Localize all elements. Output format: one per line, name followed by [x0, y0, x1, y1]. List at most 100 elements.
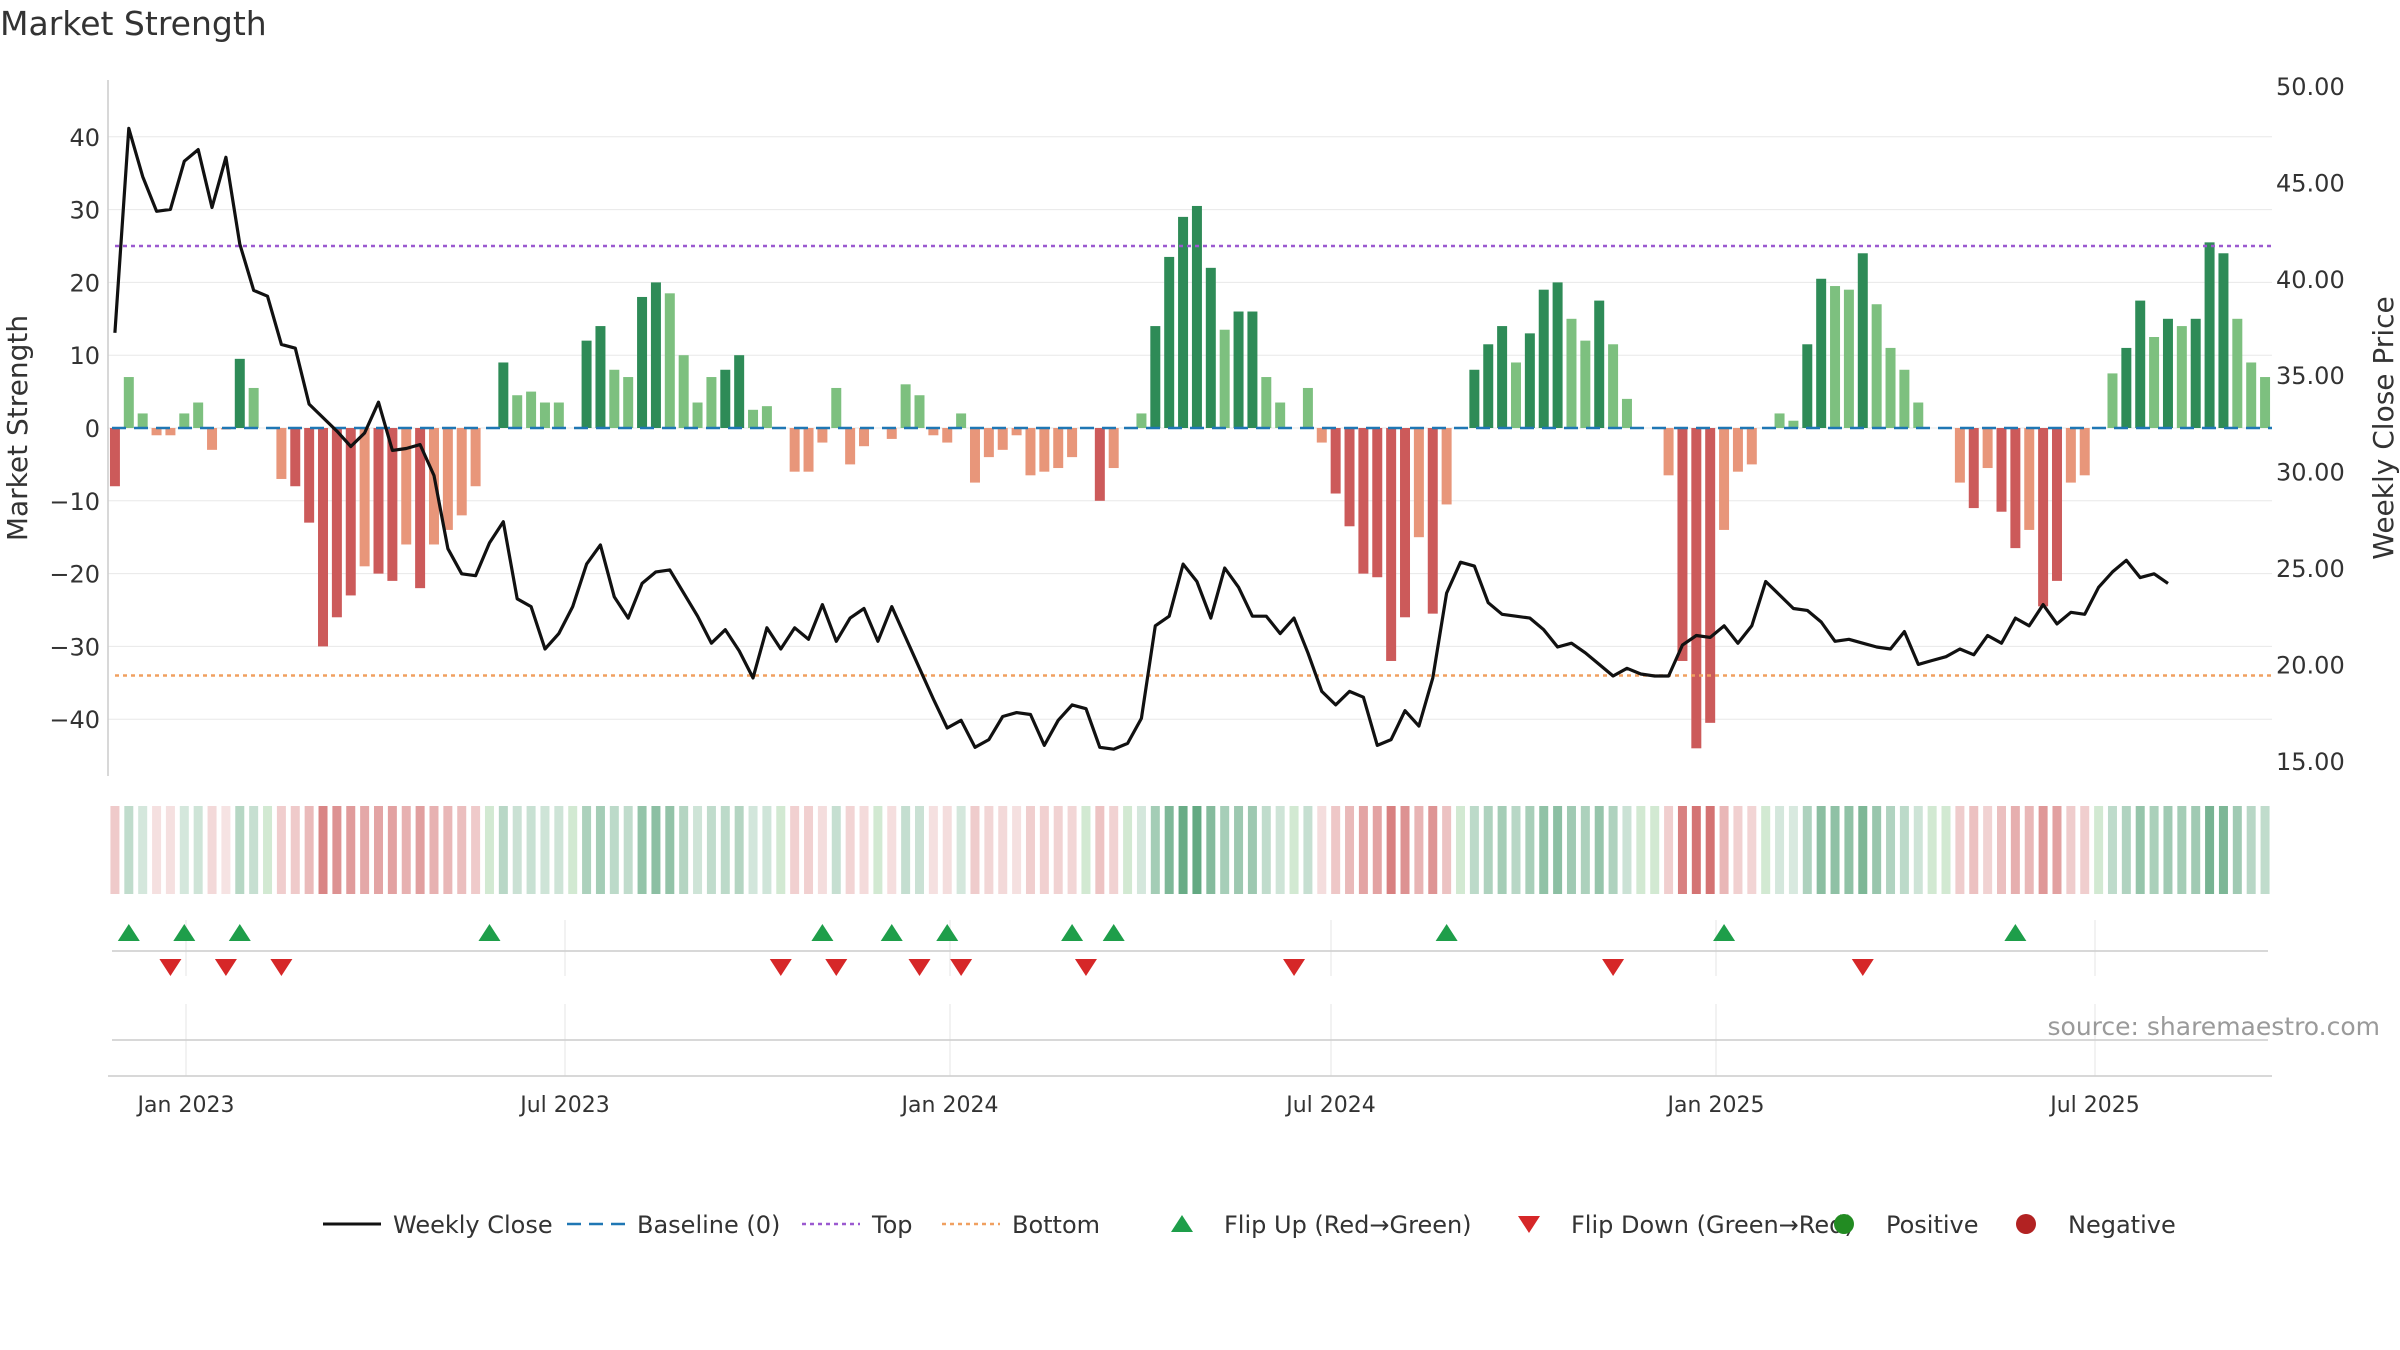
strength-heat-cell — [2080, 806, 2090, 894]
strength-heat-cell — [568, 806, 578, 894]
strength-bar — [2135, 300, 2146, 428]
x-tick-label: Jan 2025 — [1666, 1093, 1765, 1118]
strength-bar — [1164, 256, 1175, 428]
flip-down-marker — [1074, 959, 1097, 976]
strength-bar — [831, 387, 842, 428]
x-tick-label: Jul 2023 — [518, 1093, 610, 1118]
strength-heat-cell — [387, 806, 397, 894]
strength-heat-cell — [1428, 806, 1438, 894]
y2-axis-label: Weekly Close Price — [2367, 296, 2400, 559]
strength-bar — [179, 413, 190, 428]
strength-heat-cell — [1442, 806, 1452, 894]
strength-bar — [234, 358, 245, 428]
strength-heat-cell — [1747, 806, 1757, 894]
strength-bar — [387, 428, 398, 581]
strength-bar — [1136, 413, 1147, 428]
strength-heat-cell — [318, 806, 328, 894]
strength-bar — [539, 402, 550, 428]
strength-bar — [1608, 344, 1619, 428]
strength-heat-cell — [2205, 806, 2215, 894]
strength-bar — [1677, 428, 1688, 661]
strength-bar — [2246, 362, 2257, 428]
strength-heat-cell — [2177, 806, 2187, 894]
strength-bar — [1178, 216, 1189, 428]
strength-bar — [2121, 347, 2132, 428]
strength-bar — [1039, 428, 1050, 472]
strength-heat-cell — [1303, 806, 1313, 894]
legend-item: Flip Up (Red→Green) — [1171, 1211, 1472, 1239]
strength-bar — [748, 409, 759, 428]
strength-bar — [1621, 398, 1632, 428]
strength-heat-cell — [998, 806, 1008, 894]
strength-heat-cell — [1719, 806, 1729, 894]
strength-heat-cell — [2121, 806, 2131, 894]
strength-heat-cell — [1664, 806, 1674, 894]
strength-heat-cell — [2149, 806, 2159, 894]
legend-label: Flip Up (Red→Green) — [1224, 1211, 1472, 1239]
strength-heat-cell — [901, 806, 911, 894]
strength-bar — [1510, 362, 1521, 428]
flip-down-marker — [214, 959, 237, 976]
strength-heat-cell — [221, 806, 231, 894]
strength-bar — [193, 402, 204, 428]
strength-heat-cell — [1372, 806, 1382, 894]
strength-heat-cell — [1206, 806, 1216, 894]
strength-heat-cell — [457, 806, 467, 894]
strength-bar — [1913, 402, 1924, 428]
strength-heat-cell — [1858, 806, 1868, 894]
legend-item: Top — [802, 1211, 913, 1239]
strength-heat-cell — [193, 806, 203, 894]
y-tick-label: 20 — [69, 269, 100, 297]
strength-bar — [470, 428, 481, 487]
strength-bar — [664, 293, 675, 428]
flip-down-marker — [825, 959, 848, 976]
flip-up-marker — [811, 924, 834, 941]
strength-bar — [692, 402, 703, 428]
strength-heat-cell — [1275, 806, 1285, 894]
y-tick-label: 40 — [69, 124, 100, 152]
source-label: source: sharemaestro.com — [2047, 1012, 2381, 1041]
strength-heat-cell — [915, 806, 924, 894]
strength-heat-cell — [1317, 806, 1327, 894]
strength-heat-cell — [1899, 806, 1909, 894]
strength-bar — [2107, 373, 2118, 428]
strength-heat-cell — [1941, 806, 1951, 894]
strength-heat-cell — [2024, 806, 2034, 894]
strength-bar — [137, 413, 148, 428]
strength-bar — [1219, 329, 1230, 428]
strength-heat-cell — [138, 806, 148, 894]
y2-tick-label: 15.00 — [2276, 748, 2345, 776]
strength-heat-cell — [484, 806, 494, 894]
strength-heat-cell — [1025, 806, 1035, 894]
strength-heat-cell — [1178, 806, 1188, 894]
strength-bar — [1968, 428, 1979, 509]
strength-heat-cell — [498, 806, 508, 894]
strength-heat-cell — [1039, 806, 1049, 894]
strength-heat-cell — [2052, 806, 2062, 894]
strength-bar — [165, 428, 176, 436]
flip-down-marker — [159, 959, 182, 976]
legend-swatch-flip-up — [1171, 1215, 1193, 1232]
strength-heat-cell — [637, 806, 647, 894]
strength-heat-cell — [1331, 806, 1341, 894]
strength-heat-cell — [1775, 806, 1785, 894]
strength-bar — [2218, 253, 2229, 428]
legend-item: Bottom — [942, 1211, 1100, 1239]
strength-bar — [276, 428, 287, 479]
strength-heat-cell — [1164, 806, 1174, 894]
flip-down-marker — [1283, 959, 1306, 976]
strength-heat-cell — [1691, 806, 1701, 894]
strength-bar — [1816, 278, 1827, 428]
strength-bar — [595, 326, 606, 428]
strength-heat-cell — [873, 806, 883, 894]
strength-bar — [1580, 340, 1591, 428]
strength-heat-cell — [1677, 806, 1687, 894]
strength-bar — [456, 428, 467, 516]
strength-heat-cell — [1123, 806, 1133, 894]
strength-bar — [1982, 428, 1993, 469]
strength-heat-cell — [928, 806, 938, 894]
strength-heat-cell — [1136, 806, 1146, 894]
strength-bar — [1954, 428, 1965, 483]
flip-up-marker — [2004, 924, 2027, 941]
